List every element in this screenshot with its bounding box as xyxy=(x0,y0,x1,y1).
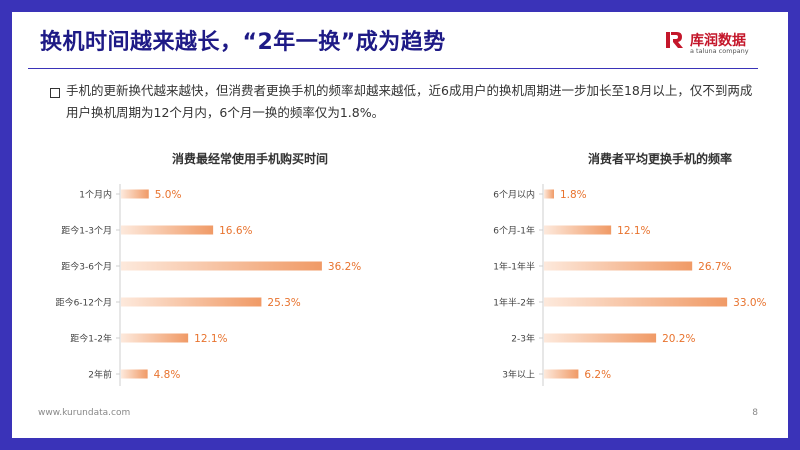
data-label: 16.6% xyxy=(219,225,252,237)
category-label: 6个月-1年 xyxy=(493,225,535,237)
bar xyxy=(121,297,262,307)
logo-mark-icon xyxy=(663,29,685,51)
data-label: 6.2% xyxy=(584,369,611,381)
data-label: 1.8% xyxy=(560,189,587,201)
data-label: 4.8% xyxy=(154,369,181,381)
brand-logo: 库润数据 a taluna company xyxy=(663,27,759,57)
logo-tagline: a taluna company xyxy=(690,47,749,55)
data-label: 26.7% xyxy=(698,261,731,273)
bar xyxy=(544,261,693,271)
data-label: 20.2% xyxy=(662,333,695,345)
page-title: 换机时间越来越长，“2年一换”成为趋势 xyxy=(40,30,446,55)
category-label: 3年以上 xyxy=(502,369,535,381)
category-label: 距今3-6个月 xyxy=(61,261,112,273)
bar xyxy=(121,369,148,379)
data-label: 33.0% xyxy=(733,297,766,309)
chart-title-right: 消费者平均更换手机的频率 xyxy=(587,152,732,166)
slide xyxy=(12,12,788,438)
logo-text: 库润数据 xyxy=(690,33,746,49)
bullet-icon xyxy=(50,88,60,98)
bar xyxy=(544,297,728,307)
data-label: 12.1% xyxy=(194,333,227,345)
bar xyxy=(544,369,579,379)
category-label: 1年半-2年 xyxy=(493,297,535,309)
data-label: 25.3% xyxy=(267,297,300,309)
category-label: 距今1-3个月 xyxy=(61,225,112,237)
chart-right: 6个月以内 1.8% 6个月-1年 12.1% 1年-1年半 26.7% 1年半-2年 33.… xyxy=(493,184,767,386)
chart-title-left: 消费最经常使用手机购买时间 xyxy=(171,152,328,166)
data-label: 36.2% xyxy=(328,261,361,273)
category-label: 2年前 xyxy=(88,369,112,381)
category-label: 1年-1年半 xyxy=(493,261,535,273)
intro-paragraph: 手机的更新换代越来越快，但消费者更换手机的频率却越来越低，近6成用户的换机周期进… xyxy=(66,83,753,120)
bar xyxy=(121,225,214,235)
category-label: 1个月内 xyxy=(79,189,112,201)
bar xyxy=(544,333,657,343)
category-label: 2-3年 xyxy=(511,333,535,345)
bar xyxy=(544,225,612,235)
category-label: 6个月以内 xyxy=(493,189,535,201)
footer-url: www.kurundata.com xyxy=(38,408,131,418)
data-label: 12.1% xyxy=(617,225,650,237)
bar xyxy=(121,189,149,199)
title-divider xyxy=(28,68,758,69)
category-label: 距今1-2年 xyxy=(70,333,112,345)
data-label: 5.0% xyxy=(155,189,182,201)
category-label: 距今6-12个月 xyxy=(56,297,112,309)
bar xyxy=(121,333,189,343)
page-number: 8 xyxy=(752,408,758,418)
bar xyxy=(544,189,554,199)
bar xyxy=(121,261,322,271)
chart-left: 1个月内 5.0% 距今1-3个月 16.6% 距今3-6个月 36.2% 距今6-12个月… xyxy=(56,184,361,386)
